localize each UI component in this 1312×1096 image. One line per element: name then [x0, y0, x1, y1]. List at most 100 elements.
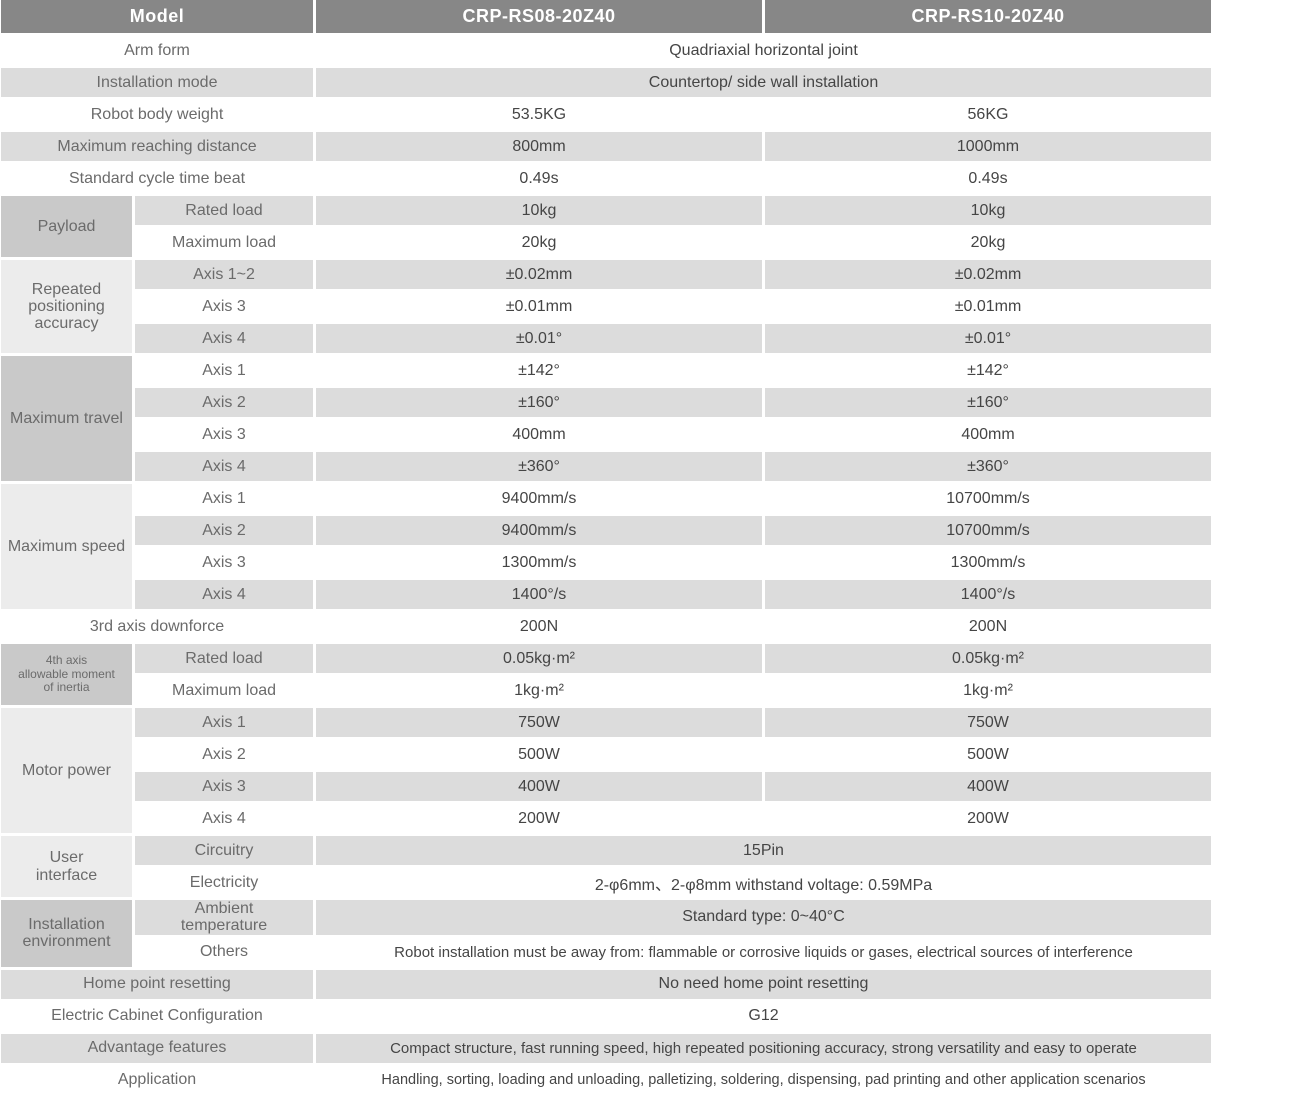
sub-label-cell: Axis 3 [135, 292, 313, 321]
value-cell: Handling, sorting, loading and unloading… [316, 1065, 1211, 1095]
row-label-cell: Robot body weight [1, 100, 313, 129]
value-cell: 200W [316, 804, 762, 833]
value-cell: Robot installation must be away from: fl… [316, 937, 1211, 967]
row-label-cell: 3rd axis downforce [1, 612, 313, 641]
sub-label-cell: Axis 4 [135, 324, 313, 353]
table-row: 4th axis allowable moment of inertia Rate… [1, 644, 1211, 705]
sub-label-cell: Circuitry [135, 836, 313, 865]
value-cell: G12 [316, 1001, 1211, 1031]
sub-label-cell: Axis 1~2 [135, 260, 313, 289]
model-1-header-cell: CRP-RS08-20Z40 [316, 0, 762, 33]
table-row: Axis 4 200W 200W [1, 804, 1211, 833]
sub-label-cell: Electricity [135, 868, 313, 897]
value-cell: 10700mm/s [765, 484, 1211, 513]
table-row: Axis 3 1300mm/s 1300mm/s [1, 548, 1211, 577]
value-cell: 20kg [316, 228, 762, 257]
value-cell: 1400°/s [765, 580, 1211, 609]
row-label-cell: Maximum reaching distance [1, 132, 313, 161]
sub-label-cell: Axis 3 [135, 548, 313, 577]
sub-label-cell: Axis 1 [135, 356, 313, 385]
row-label-cell: Installation mode [1, 68, 313, 97]
value-cell: ±360° [316, 452, 762, 481]
value-cell: ±0.01° [765, 324, 1211, 353]
table-row: Maximum travel Axis 1 ±142° ±142° [1, 356, 1211, 481]
table-row: Axis 2 500W 500W [1, 740, 1211, 769]
sub-label-cell: Axis 4 [135, 452, 313, 481]
value-cell: 1300mm/s [316, 548, 762, 577]
value-cell: Countertop/ side wall installation [316, 68, 1211, 97]
group-label-cell: Installation environment [1, 900, 132, 967]
table-row: Installation environment Ambient temperat… [1, 900, 1211, 967]
sub-label-cell: Axis 2 [135, 516, 313, 545]
table-row: 3rd axis downforce 200N 200N [1, 612, 1211, 641]
value-cell: Standard type: 0~40°C [316, 900, 1211, 935]
sub-label-cell: Maximum load [135, 676, 313, 705]
value-cell: 0.49s [316, 164, 762, 193]
value-cell: ±360° [765, 452, 1211, 481]
sub-label-cell: Axis 4 [135, 580, 313, 609]
table-row: Payload Rated load 10kg 10kg [1, 196, 1211, 257]
value-cell: 500W [316, 740, 762, 769]
value-cell: 2-φ6mm、2-φ8mm withstand voltage: 0.59MPa [316, 868, 1211, 897]
sub-label-cell: Rated load [135, 196, 313, 225]
spec-table-body: Arm form Quadriaxial horizontal joint Inst… [1, 36, 1211, 1096]
group-label-cell: User interface [1, 836, 132, 897]
sub-label-cell: Axis 3 [135, 772, 313, 801]
value-cell: 200N [316, 612, 762, 641]
group-label-cell: Payload [1, 196, 132, 257]
table-row: Electricity 2-φ6mm、2-φ8mm withstand volta… [1, 868, 1211, 897]
value-cell: 15Pin [316, 836, 1211, 865]
group-label-cell: Motor power [1, 708, 132, 833]
model-header-cell: Model [1, 0, 313, 33]
value-cell: No need home point resetting [316, 969, 1211, 999]
value-cell: ±0.01mm [316, 292, 762, 321]
sub-label-cell: Axis 4 [135, 804, 313, 833]
group-label-cell: Maximum travel [1, 356, 132, 481]
value-cell: 9400mm/s [316, 516, 762, 545]
value-cell: 500W [765, 740, 1211, 769]
table-row: Motor power Axis 1 750W 750W [1, 708, 1211, 833]
sub-label-cell: Axis 3 [135, 420, 313, 449]
value-cell: 400W [765, 772, 1211, 801]
table-row: Axis 3 400mm 400mm [1, 420, 1211, 449]
row-label-cell: Standard cycle time beat [1, 164, 313, 193]
value-cell: 10kg [765, 196, 1211, 225]
model-2-header-cell: CRP-RS10-20Z40 [765, 0, 1211, 33]
table-row: Axis 3 ±0.01mm ±0.01mm [1, 292, 1211, 321]
table-row: Axis 3 400W 400W [1, 772, 1211, 801]
row-label-cell: Application [1, 1065, 313, 1095]
value-cell: 200W [765, 804, 1211, 833]
value-cell: 400mm [316, 420, 762, 449]
table-row: Maximum speed Axis 1 9400mm/s 10700mm/s [1, 484, 1211, 609]
table-row: Axis 4 ±360° ±360° [1, 452, 1211, 481]
value-cell: 400W [316, 772, 762, 801]
table-row: Advantage features Compact structure, fas… [1, 1033, 1211, 1063]
group-label-cell: Maximum speed [1, 484, 132, 609]
value-cell: 1300mm/s [765, 548, 1211, 577]
value-cell: 20kg [765, 228, 1211, 257]
sub-label-cell: Axis 2 [135, 388, 313, 417]
value-cell: 0.49s [765, 164, 1211, 193]
value-cell: 0.05kg·m² [316, 644, 762, 673]
value-cell: 1000mm [765, 132, 1211, 161]
value-cell: 10kg [316, 196, 762, 225]
sub-label-cell: Ambient temperature [135, 900, 313, 935]
table-row: Arm form Quadriaxial horizontal joint [1, 36, 1211, 65]
value-cell: ±160° [316, 388, 762, 417]
value-cell: 800mm [316, 132, 762, 161]
table-row: Robot body weight 53.5KG 56KG [1, 100, 1211, 129]
row-label-cell: Advantage features [1, 1033, 313, 1063]
table-row: Axis 2 9400mm/s 10700mm/s [1, 516, 1211, 545]
table-row: Application Handling, sorting, loading an… [1, 1065, 1211, 1095]
sub-label-cell: Maximum load [135, 228, 313, 257]
row-label-cell: Electric Cabinet Configuration [1, 1001, 313, 1031]
table-row: Electric Cabinet Configuration G12 [1, 1001, 1211, 1031]
value-cell: 200N [765, 612, 1211, 641]
value-cell: Quadriaxial horizontal joint [316, 36, 1211, 65]
value-cell: ±160° [765, 388, 1211, 417]
row-label-cell: Home point resetting [1, 969, 313, 999]
row-label-cell: Arm form [1, 36, 313, 65]
value-cell: 1kg·m² [316, 676, 762, 705]
sub-label-cell: Rated load [135, 644, 313, 673]
value-cell: ±142° [765, 356, 1211, 385]
